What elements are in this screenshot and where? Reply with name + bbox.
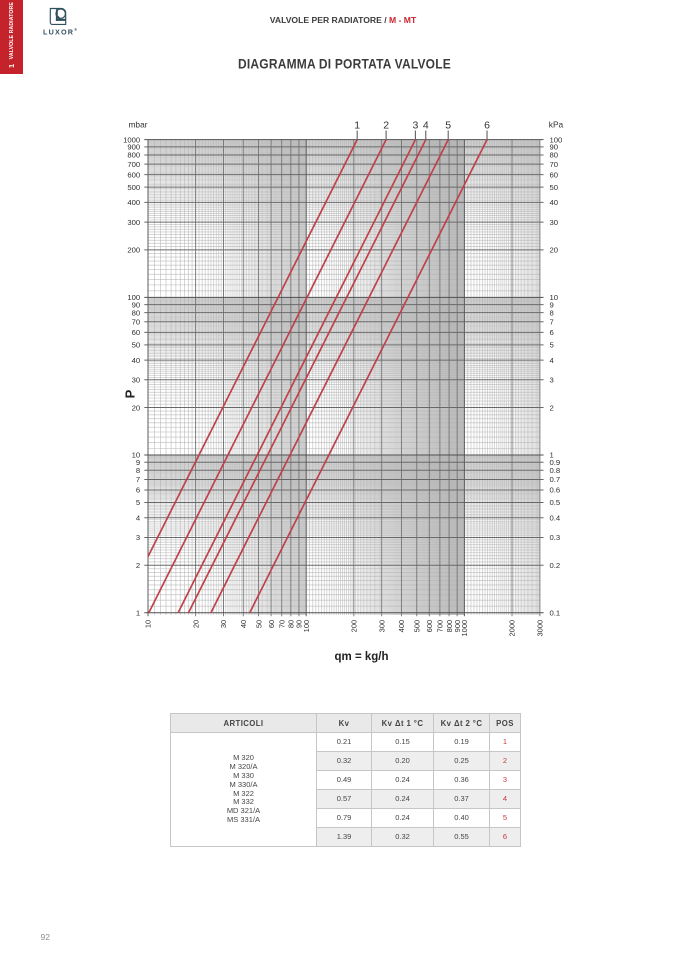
- svg-text:100: 100: [127, 293, 140, 302]
- svg-text:20: 20: [191, 620, 200, 628]
- svg-text:0.4: 0.4: [550, 513, 561, 522]
- svg-text:30: 30: [219, 620, 228, 628]
- svg-text:40: 40: [550, 198, 559, 207]
- svg-text:200: 200: [127, 246, 140, 255]
- svg-text:100: 100: [550, 135, 563, 144]
- svg-text:800: 800: [445, 620, 454, 633]
- svg-text:6: 6: [550, 328, 554, 337]
- svg-text:2: 2: [383, 119, 389, 131]
- svg-text:9: 9: [550, 300, 554, 309]
- svg-text:0.1: 0.1: [550, 608, 561, 617]
- svg-text:400: 400: [127, 198, 140, 207]
- svg-text:60: 60: [132, 328, 141, 337]
- svg-text:0.7: 0.7: [550, 475, 561, 484]
- svg-text:3: 3: [136, 533, 140, 542]
- svg-text:80: 80: [132, 308, 141, 317]
- svg-text:0.3: 0.3: [550, 533, 561, 542]
- svg-text:20: 20: [132, 403, 141, 412]
- svg-text:400: 400: [397, 620, 406, 633]
- svg-text:6: 6: [484, 119, 490, 131]
- svg-text:3: 3: [550, 376, 554, 385]
- svg-text:7: 7: [550, 317, 554, 326]
- svg-text:90: 90: [295, 620, 304, 628]
- svg-text:0.9: 0.9: [550, 458, 561, 467]
- svg-text:3000: 3000: [536, 620, 545, 637]
- svg-text:1000: 1000: [123, 135, 140, 144]
- svg-text:700: 700: [436, 620, 445, 633]
- svg-text:5: 5: [445, 119, 451, 131]
- svg-text:50: 50: [254, 620, 263, 628]
- svg-text:4: 4: [550, 356, 555, 365]
- svg-text:80: 80: [550, 151, 559, 160]
- svg-text:900: 900: [127, 143, 140, 152]
- svg-text:20: 20: [550, 246, 559, 255]
- svg-text:900: 900: [453, 620, 462, 633]
- svg-text:1: 1: [136, 608, 140, 617]
- svg-text:3: 3: [412, 119, 418, 131]
- svg-text:kPa: kPa: [549, 120, 564, 130]
- svg-text:1: 1: [354, 119, 360, 131]
- svg-text:7: 7: [136, 475, 140, 484]
- svg-text:70: 70: [550, 160, 559, 169]
- svg-text:1: 1: [550, 451, 554, 460]
- svg-text:40: 40: [132, 356, 141, 365]
- svg-text:200: 200: [350, 620, 359, 633]
- svg-text:0.2: 0.2: [550, 561, 561, 570]
- svg-text:10: 10: [144, 620, 153, 628]
- svg-text:50: 50: [550, 183, 559, 192]
- svg-text:90: 90: [132, 300, 141, 309]
- svg-text:60: 60: [550, 170, 559, 179]
- svg-text:500: 500: [127, 183, 140, 192]
- svg-text:500: 500: [412, 620, 421, 633]
- svg-text:60: 60: [267, 620, 276, 628]
- svg-text:10: 10: [132, 451, 141, 460]
- svg-text:30: 30: [550, 218, 559, 227]
- svg-text:700: 700: [127, 160, 140, 169]
- svg-text:80: 80: [287, 620, 296, 628]
- svg-text:50: 50: [132, 341, 141, 350]
- svg-text:90: 90: [550, 143, 559, 152]
- svg-text:0.8: 0.8: [550, 466, 561, 475]
- svg-text:800: 800: [127, 151, 140, 160]
- svg-text:30: 30: [132, 376, 141, 385]
- svg-text:2000: 2000: [508, 620, 517, 637]
- svg-text:9: 9: [136, 458, 140, 467]
- svg-text:300: 300: [127, 218, 140, 227]
- svg-text:600: 600: [127, 170, 140, 179]
- svg-text:70: 70: [132, 317, 141, 326]
- svg-text:6: 6: [136, 486, 140, 495]
- svg-text:1000: 1000: [460, 620, 469, 637]
- svg-text:0.6: 0.6: [550, 486, 561, 495]
- svg-text:10: 10: [550, 293, 559, 302]
- svg-text:5: 5: [550, 341, 554, 350]
- svg-text:8: 8: [550, 308, 554, 317]
- svg-text:300: 300: [377, 620, 386, 633]
- svg-text:0.5: 0.5: [550, 498, 561, 507]
- svg-text:600: 600: [425, 620, 434, 633]
- svg-text:4: 4: [423, 119, 429, 131]
- svg-text:70: 70: [277, 620, 286, 628]
- svg-text:100: 100: [302, 620, 311, 633]
- svg-text:P: P: [123, 389, 138, 398]
- svg-text:8: 8: [136, 466, 140, 475]
- svg-text:5: 5: [136, 498, 140, 507]
- svg-text:2: 2: [136, 561, 140, 570]
- svg-text:4: 4: [136, 513, 141, 522]
- svg-text:qm = kg/h: qm = kg/h: [335, 651, 389, 663]
- svg-text:2: 2: [550, 403, 554, 412]
- svg-text:mbar: mbar: [128, 120, 147, 130]
- svg-text:40: 40: [239, 620, 248, 628]
